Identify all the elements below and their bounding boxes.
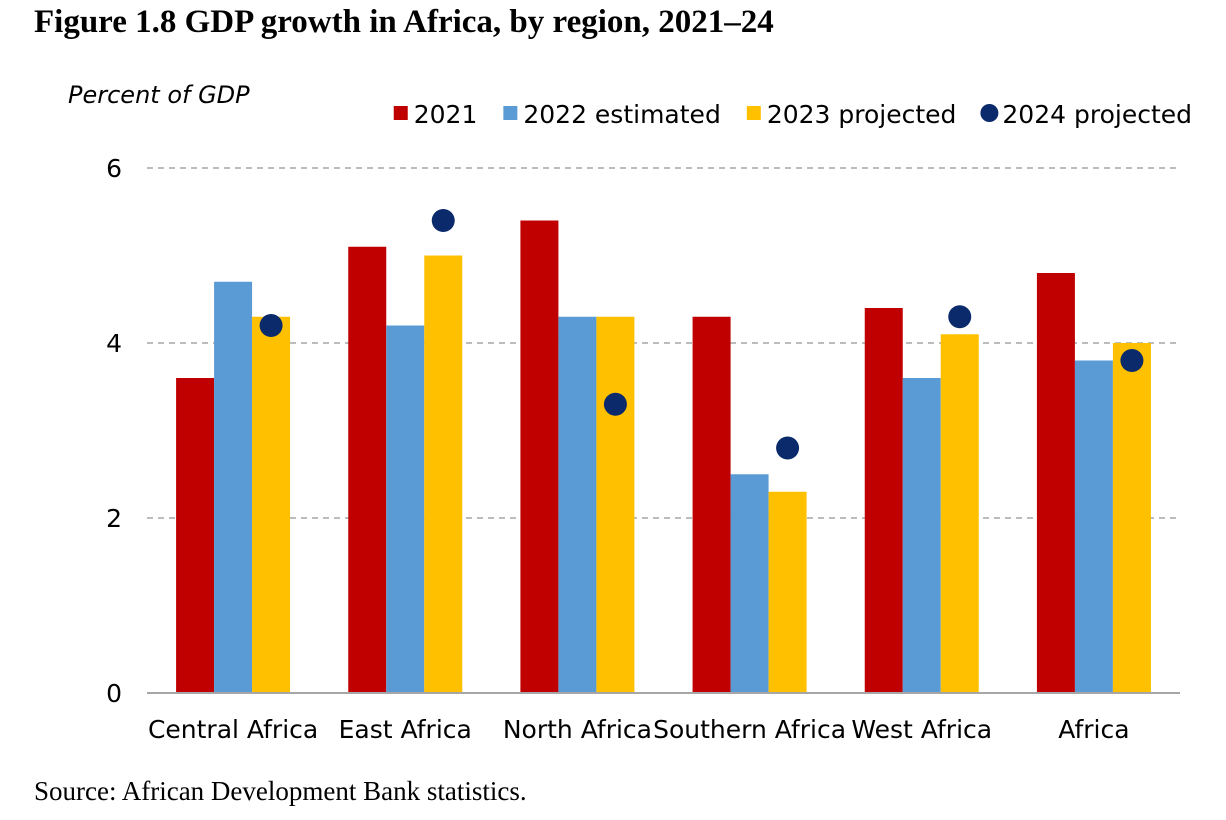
y-axis-label: Percent of GDP [68,81,250,109]
legend-swatch [980,104,999,122]
legend-swatch [393,106,408,120]
bar [902,378,941,693]
figure-title: Figure 1.8 GDP growth in Africa, by regi… [34,4,774,40]
x-tick-label: Africa [1058,715,1129,744]
bar [730,474,769,693]
y-tick-label: 0 [106,679,122,708]
bar [214,281,253,693]
bar [692,316,731,693]
x-tick-label: Southern Africa [653,715,846,744]
x-tick-label: Central Africa [148,715,318,744]
x-tick-label: North Africa [503,715,652,744]
markers [259,209,1144,460]
legend-label: 2021 [414,100,478,129]
axes: 0 2 4 6 Central Africa East Africa North Afric… [106,154,1180,744]
marker-point [603,392,627,416]
marker-point [259,314,283,337]
y-tick-label: 6 [106,154,122,183]
legend-swatch [746,106,761,120]
bar [1112,343,1151,693]
bar [386,325,425,693]
gridlines [147,167,1180,519]
bar [940,334,979,693]
marker-point [1120,349,1144,372]
bar [252,316,291,693]
marker-point [948,305,972,329]
bar [558,316,597,693]
marker-point [776,436,800,460]
y-tick-label: 4 [106,329,122,358]
legend-swatch [503,106,518,120]
marker-point [431,209,455,232]
bar [176,378,215,693]
x-tick-label: West Africa [851,715,992,744]
legend: 2021 2022 estimated 2023 projected 2024 pro… [393,100,1192,129]
x-tick-label: East Africa [339,715,472,744]
bar [1074,360,1113,693]
legend-label: 2023 projected [767,100,957,129]
bar [424,255,463,693]
source-note: Source: African Development Bank statist… [34,776,527,806]
legend-label: 2024 projected [1002,100,1192,129]
legend-label: 2022 estimated [523,100,720,129]
bar [864,308,903,693]
bar [1036,273,1075,693]
bars [176,220,1151,693]
bar [596,316,635,693]
bar [768,491,807,693]
bar [520,220,559,693]
bar [348,246,387,693]
y-tick-label: 2 [106,504,122,533]
